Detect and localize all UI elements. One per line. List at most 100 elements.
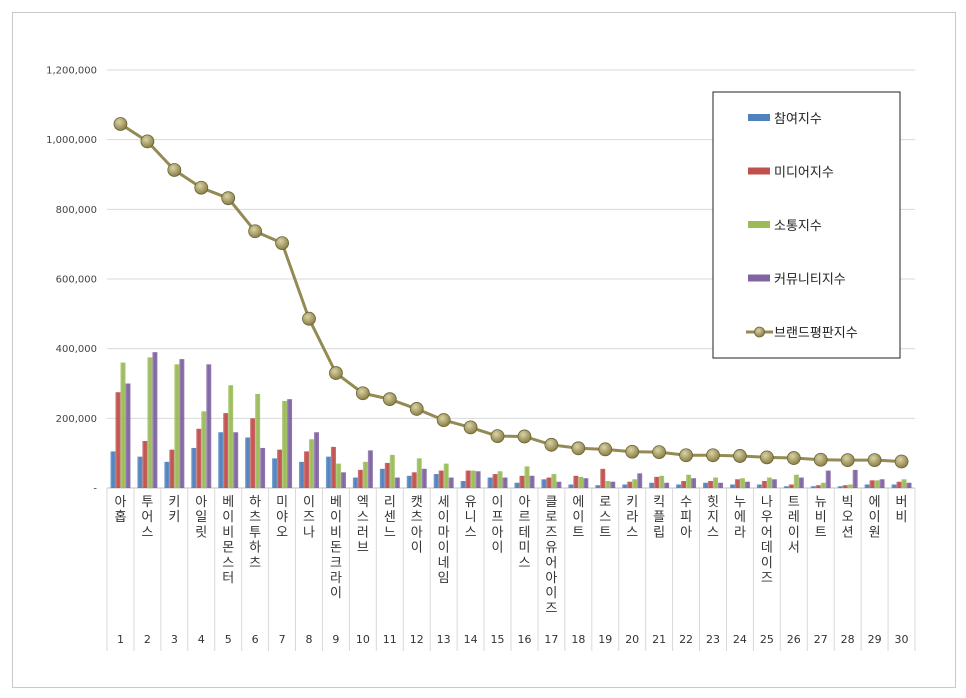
rank-label: 15 <box>491 633 505 646</box>
legend-label: 소통지수 <box>774 219 822 234</box>
line-point <box>625 444 640 459</box>
bar-4 <box>502 477 508 488</box>
category-char: 누 <box>734 495 746 510</box>
category-char: 이 <box>411 541 423 556</box>
category-char: 임 <box>438 571 450 586</box>
line-point <box>436 413 451 427</box>
category-char: 나 <box>303 525 315 540</box>
bar-2 <box>438 470 444 488</box>
category-char: 스 <box>518 556 530 571</box>
bar-4 <box>852 469 858 488</box>
bar-1 <box>756 484 762 488</box>
category-char: 크 <box>330 556 342 571</box>
bar-3 <box>605 481 611 488</box>
category-char: 이 <box>869 510 881 525</box>
line-point <box>517 429 532 444</box>
category-char: 에 <box>869 495 881 510</box>
bar-3 <box>874 480 880 488</box>
bar-3 <box>389 454 395 488</box>
rank-label: 28 <box>841 633 855 646</box>
line-point <box>571 441 586 456</box>
legend-marker <box>754 326 765 338</box>
bar-1 <box>379 468 385 488</box>
bar-4 <box>367 450 373 488</box>
category-char: 로 <box>545 510 557 525</box>
bar-3 <box>739 478 745 488</box>
bar-4 <box>718 482 723 488</box>
category-char: 어 <box>761 525 773 540</box>
category-char: 이 <box>492 541 504 556</box>
line-point <box>867 453 882 468</box>
bar-3 <box>335 463 341 488</box>
rank-label: 17 <box>544 633 558 646</box>
bar-3 <box>524 466 530 488</box>
bar-1 <box>433 474 439 488</box>
legend-label: 미디어지수 <box>774 166 834 181</box>
bar-4 <box>771 479 777 488</box>
line-point <box>302 311 316 326</box>
bar-1 <box>191 447 197 488</box>
rank-label: 23 <box>706 633 720 646</box>
category-char: 아 <box>492 525 504 540</box>
category-char: 이 <box>303 495 315 510</box>
category-char: 뉴 <box>815 495 827 510</box>
line-point <box>598 442 613 457</box>
category-char: 킥 <box>653 495 665 510</box>
bar-4 <box>744 481 750 488</box>
category-char: 이 <box>330 510 342 525</box>
bar-4 <box>583 478 589 488</box>
rank-label: 14 <box>464 633 478 646</box>
line-point <box>409 402 424 416</box>
line-point <box>463 420 478 435</box>
bar-2 <box>411 472 417 488</box>
rank-label: 8 <box>306 633 313 646</box>
rank-label: 18 <box>571 633 585 646</box>
legend-box <box>712 91 901 359</box>
line-point <box>355 386 370 401</box>
bar-3 <box>362 461 368 488</box>
bar-3 <box>120 362 126 488</box>
rank-label: 26 <box>787 633 801 646</box>
category-char: 서 <box>788 541 800 556</box>
category-char: 프 <box>492 510 504 525</box>
bar-3 <box>686 474 692 488</box>
rank-label: 22 <box>679 633 693 646</box>
category-char: 레 <box>788 510 800 525</box>
bar-4 <box>179 359 185 488</box>
rank-label: 10 <box>356 633 370 646</box>
category-char: 이 <box>438 510 450 525</box>
category-char: 즈 <box>545 525 557 540</box>
rank-label: 24 <box>733 633 747 646</box>
category-char: 원 <box>869 525 881 540</box>
category-char: 스 <box>707 525 719 540</box>
category-char: 즈 <box>761 571 773 586</box>
category-char: 스 <box>626 525 638 540</box>
line-point <box>329 366 343 380</box>
category-char: 우 <box>761 510 773 525</box>
category-char: 즈 <box>303 510 315 525</box>
legend-swatch <box>748 274 770 282</box>
bar-4 <box>233 432 239 488</box>
bar-3 <box>309 439 314 488</box>
bar-1 <box>676 484 682 488</box>
rank-label: 29 <box>868 633 882 646</box>
bar-2 <box>304 451 309 488</box>
category-char: 어 <box>545 556 557 571</box>
bar-3 <box>820 482 826 488</box>
bar-2 <box>465 470 471 488</box>
category-char: 트 <box>788 495 800 510</box>
category-char: 플 <box>653 510 665 525</box>
rank-label: 12 <box>410 633 424 646</box>
category-char: 나 <box>761 495 773 510</box>
bar-4 <box>556 481 562 488</box>
category-char: 스 <box>599 510 611 525</box>
